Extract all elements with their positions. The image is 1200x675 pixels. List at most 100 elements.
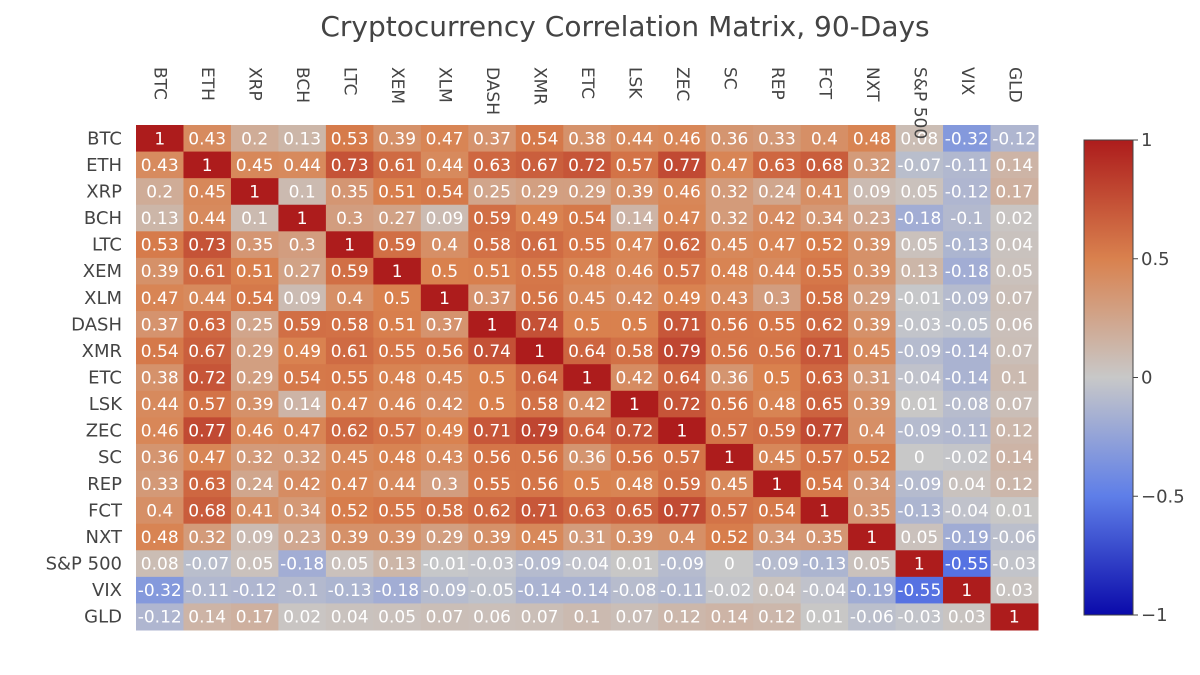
cell-value-label: 0.32 bbox=[283, 448, 321, 468]
cell-value-label: 0.56 bbox=[473, 448, 511, 468]
heatmap-cell bbox=[848, 417, 897, 445]
cell-value-label: -0.13 bbox=[945, 236, 989, 256]
heatmap-cell bbox=[230, 257, 279, 285]
heatmap-cell bbox=[705, 497, 754, 525]
heatmap-cell bbox=[610, 417, 659, 445]
heatmap-cell bbox=[753, 125, 802, 153]
heatmap-cell bbox=[136, 257, 184, 285]
heatmap-cell bbox=[230, 204, 279, 232]
heatmap-cell bbox=[325, 576, 374, 604]
heatmap-cell bbox=[468, 151, 517, 179]
heatmap-cell bbox=[895, 523, 944, 551]
cell-value-label: 0.24 bbox=[758, 182, 796, 202]
cell-value-label: 0.79 bbox=[663, 342, 701, 362]
cell-value-label: 0.58 bbox=[331, 315, 369, 335]
cell-value-label: 0.04 bbox=[331, 608, 369, 628]
heatmap-cell bbox=[183, 523, 232, 551]
cell-value-label: 0.45 bbox=[188, 182, 226, 202]
heatmap-cell bbox=[136, 151, 184, 179]
heatmap-cell bbox=[895, 470, 944, 498]
cell-value-label: 0.39 bbox=[378, 528, 416, 548]
cell-value-label: 0.47 bbox=[663, 209, 701, 229]
heatmap-cell bbox=[230, 390, 279, 418]
heatmap-cell bbox=[515, 497, 564, 525]
cell-value-label: -0.55 bbox=[897, 581, 941, 601]
cell-value-label: 0.07 bbox=[426, 608, 464, 628]
cell-value-label: -0.03 bbox=[992, 555, 1036, 575]
x-tick-label: ETC bbox=[577, 67, 597, 99]
cell-value-label: -0.03 bbox=[897, 608, 941, 628]
heatmap-cell bbox=[990, 151, 1039, 179]
heatmap-cell bbox=[800, 231, 849, 259]
heatmap-cell bbox=[658, 178, 707, 206]
heatmap-cell bbox=[230, 523, 279, 551]
heatmap-cell bbox=[753, 603, 802, 631]
heatmap-cell bbox=[610, 151, 659, 179]
cell-value-label: 0.02 bbox=[995, 209, 1033, 229]
cell-value-label: 0.54 bbox=[141, 342, 179, 362]
cell-value-label: 0.13 bbox=[283, 129, 321, 149]
y-tick-label: LSK bbox=[89, 394, 123, 415]
cell-value-label: 0.1 bbox=[1001, 369, 1028, 389]
heatmap-cell bbox=[705, 523, 754, 551]
heatmap-cell bbox=[800, 257, 849, 285]
cell-value-label: 0.03 bbox=[948, 608, 986, 628]
cell-value-label: -0.13 bbox=[897, 501, 941, 521]
cell-value-label: 0.05 bbox=[995, 262, 1033, 282]
cell-value-label: 0.01 bbox=[616, 555, 654, 575]
heatmap-cell bbox=[895, 364, 944, 392]
heatmap-cell bbox=[136, 231, 184, 259]
heatmap-cell bbox=[183, 550, 232, 578]
cell-value-label: -0.18 bbox=[375, 581, 419, 601]
heatmap-cell bbox=[705, 204, 754, 232]
cell-value-label: -0.03 bbox=[897, 315, 941, 335]
heatmap-cell bbox=[373, 390, 422, 418]
heatmap-cell bbox=[468, 125, 517, 153]
heatmap-cell bbox=[848, 497, 897, 525]
cell-value-label: 0.29 bbox=[236, 342, 274, 362]
cell-value-label: 0.48 bbox=[378, 369, 416, 389]
heatmap-cell bbox=[990, 443, 1039, 472]
cell-value-label: 0.3 bbox=[289, 236, 316, 256]
heatmap-cell bbox=[990, 231, 1039, 259]
heatmap-cell bbox=[848, 576, 897, 604]
cell-value-label: -0.09 bbox=[660, 555, 704, 575]
heatmap-cell bbox=[943, 178, 992, 206]
cell-value-label: 0.13 bbox=[378, 555, 416, 575]
cell-value-label: 0.23 bbox=[283, 528, 321, 548]
cell-value-label: -0.09 bbox=[897, 422, 941, 442]
cell-value-label: -0.14 bbox=[565, 581, 609, 601]
heatmap-cell bbox=[658, 311, 707, 339]
heatmap-cell bbox=[373, 125, 422, 153]
cell-value-label: 0.45 bbox=[521, 528, 559, 548]
cell-value-label: 0.42 bbox=[568, 395, 606, 415]
heatmap-cell bbox=[753, 390, 802, 418]
heatmap-cell bbox=[373, 151, 422, 179]
heatmap-cell bbox=[610, 550, 659, 578]
cell-value-label: 0.43 bbox=[188, 129, 226, 149]
heatmap-cell bbox=[563, 284, 612, 312]
cell-value-label: 0.06 bbox=[473, 608, 511, 628]
cell-value-label: 0.79 bbox=[521, 422, 559, 442]
cell-value-label: -0.13 bbox=[328, 581, 372, 601]
cell-value-label: 0.37 bbox=[473, 129, 511, 149]
cell-value-label: 1 bbox=[914, 555, 925, 575]
heatmap-cell bbox=[800, 337, 849, 365]
x-tick-label: LSK bbox=[624, 67, 644, 99]
cell-value-label: -0.09 bbox=[518, 555, 562, 575]
cell-value-label: 0.46 bbox=[616, 262, 654, 282]
cell-value-label: 0.48 bbox=[378, 448, 416, 468]
heatmap-cell bbox=[705, 231, 754, 259]
cell-value-label: -0.12 bbox=[233, 581, 277, 601]
heatmap-cell bbox=[515, 178, 564, 206]
cell-value-label: -0.06 bbox=[992, 528, 1036, 548]
heatmap-cell bbox=[610, 204, 659, 232]
cell-value-label: 0.29 bbox=[568, 182, 606, 202]
cell-value-label: 0.5 bbox=[384, 289, 411, 309]
x-tick-label: DASH bbox=[482, 67, 502, 115]
colorbar: 1 0.5 0 −0.5 −1 bbox=[1083, 130, 1185, 626]
cell-value-label: 0.07 bbox=[995, 289, 1033, 309]
heatmap-cell bbox=[895, 576, 944, 604]
x-tick-label: XMR bbox=[530, 67, 550, 105]
heatmap-cell bbox=[943, 576, 992, 604]
